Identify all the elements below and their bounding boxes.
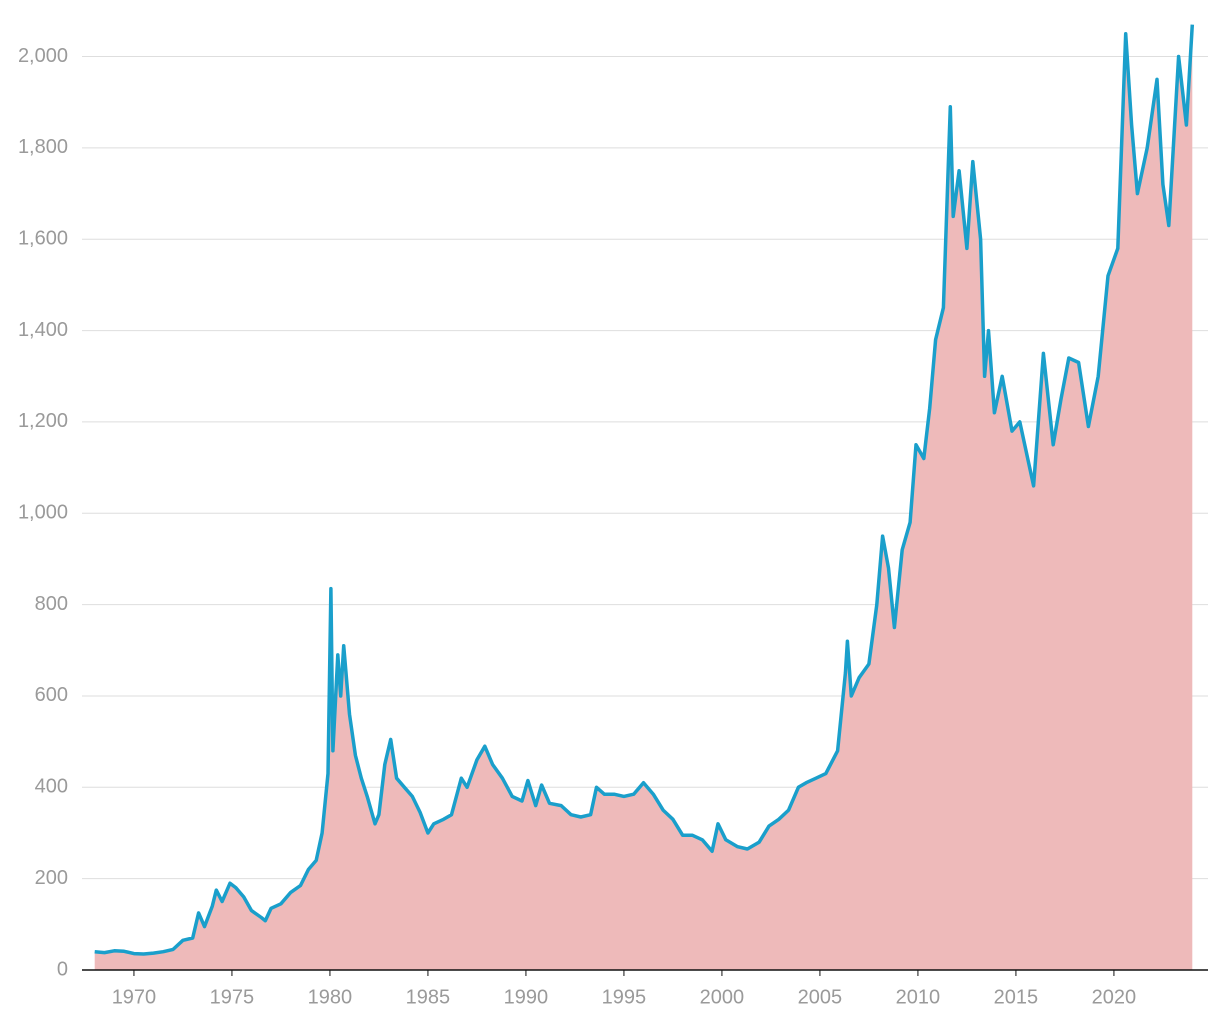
y-tick-label: 0 <box>57 958 68 980</box>
x-tick-label: 2020 <box>1092 986 1137 1008</box>
line <box>94 24 1195 956</box>
x-tick-label: 2000 <box>700 986 745 1008</box>
x-tick-label: 2005 <box>798 986 843 1008</box>
y-tick-label: 200 <box>35 867 68 889</box>
x-tick-label: 1985 <box>406 986 451 1008</box>
x-tick-label: 1970 <box>112 986 157 1008</box>
x-tick-label: 1995 <box>602 986 647 1008</box>
y-tick-label: 600 <box>35 684 68 706</box>
y-tick-label: 1,400 <box>18 319 68 341</box>
y-tick-label: 1,000 <box>18 502 68 524</box>
y-tick-label: 1,600 <box>18 228 68 250</box>
y-tick-label: 1,800 <box>18 136 68 158</box>
x-tick-label: 2015 <box>994 986 1039 1008</box>
y-tick-label: 800 <box>35 593 68 615</box>
x-tick-label: 1990 <box>504 986 549 1008</box>
y-tick-label: 400 <box>35 776 68 798</box>
area <box>94 24 1193 971</box>
y-tick-label: 1,200 <box>18 410 68 432</box>
x-tick-label: 1975 <box>210 986 255 1008</box>
x-tick-label: 2010 <box>896 986 941 1008</box>
x-tick-label: 1980 <box>308 986 353 1008</box>
y-tick-label: 2,000 <box>18 45 68 67</box>
